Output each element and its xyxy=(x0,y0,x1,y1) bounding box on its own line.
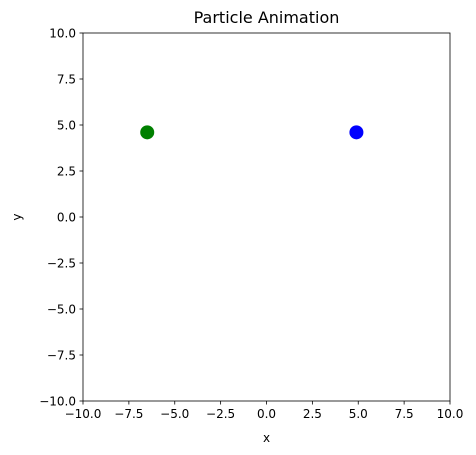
x-axis-ticks: −10.0 −7.5 −5.0 −2.5 0.0 2.5 5.0 7.5 10.0 xyxy=(65,401,464,421)
x-tick-label: −2.5 xyxy=(206,407,235,421)
x-tick-label: −7.5 xyxy=(114,407,143,421)
y-tick-label: 7.5 xyxy=(57,72,76,86)
chart-title: Particle Animation xyxy=(194,8,340,27)
x-tick-label: 2.5 xyxy=(303,407,322,421)
x-tick-label: 5.0 xyxy=(349,407,368,421)
y-tick-label: 2.5 xyxy=(57,164,76,178)
x-axis-label: x xyxy=(263,431,270,445)
plot-area xyxy=(140,125,364,140)
y-tick-label: −5.0 xyxy=(47,302,76,316)
x-tick-label: −10.0 xyxy=(65,407,102,421)
x-tick-label: 10.0 xyxy=(437,407,464,421)
x-tick-label: −5.0 xyxy=(160,407,189,421)
y-axis-ticks: −10.0 −7.5 −5.0 −2.5 0.0 2.5 5.0 7.5 10.0 xyxy=(39,26,83,408)
particle-point xyxy=(349,125,364,140)
y-tick-label: 5.0 xyxy=(57,118,76,132)
y-tick-label: 0.0 xyxy=(57,210,76,224)
y-tick-label: 10.0 xyxy=(49,26,76,40)
y-axis-label: y xyxy=(10,213,24,220)
x-tick-label: 0.0 xyxy=(257,407,276,421)
y-tick-label: −2.5 xyxy=(47,256,76,270)
y-tick-label: −7.5 xyxy=(47,348,76,362)
particle-point xyxy=(140,125,155,140)
y-tick-label: −10.0 xyxy=(39,394,76,408)
x-tick-label: 7.5 xyxy=(395,407,414,421)
